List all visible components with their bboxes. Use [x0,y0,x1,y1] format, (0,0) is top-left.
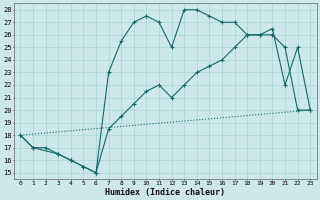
X-axis label: Humidex (Indice chaleur): Humidex (Indice chaleur) [105,188,225,197]
